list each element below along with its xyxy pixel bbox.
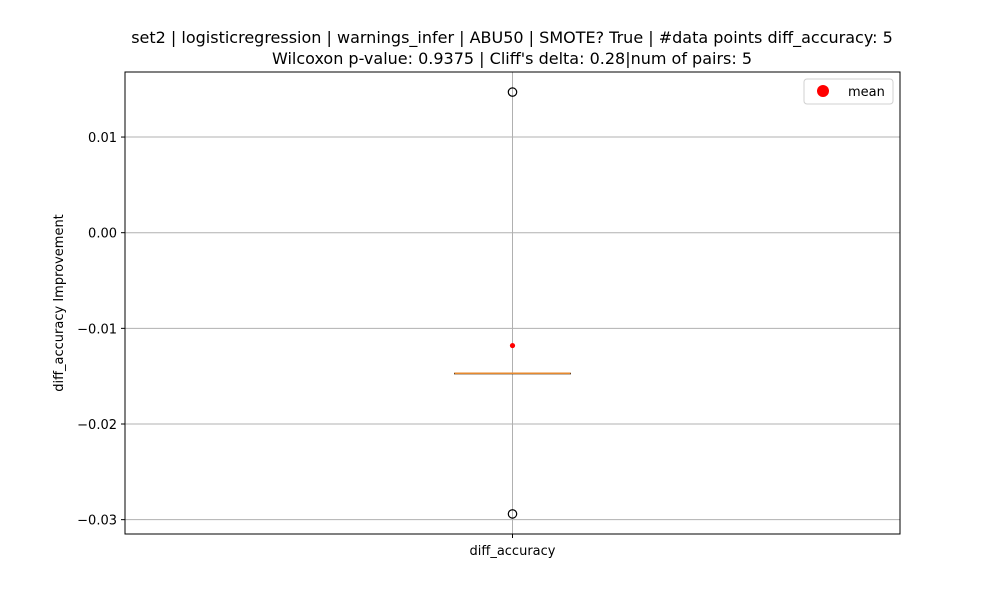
chart-title-line2: Wilcoxon p-value: 0.9375 | Cliff's delta… — [272, 49, 752, 68]
plot-frame — [124, 71, 901, 535]
legend-mean-marker — [817, 85, 829, 97]
chart-title-line1: set2 | logisticregression | warnings_inf… — [131, 28, 893, 48]
y-tick-label: 0.01 — [88, 131, 117, 146]
y-axis-label: diff_accuracy Improvement — [52, 214, 67, 392]
y-tick-label: −0.02 — [77, 418, 117, 433]
outlier-point — [507, 87, 518, 97]
mean-point — [509, 342, 516, 349]
legend-mean-label: mean — [848, 85, 885, 100]
grid — [125, 72, 900, 534]
y-tick-label: 0.00 — [88, 227, 117, 242]
y-tick-label: −0.03 — [77, 514, 117, 529]
y-axis-ticks: 0.01 0.00 −0.01 −0.02 −0.03 — [77, 131, 125, 529]
plot-marks — [454, 87, 571, 519]
outlier-point — [507, 509, 518, 519]
legend: mean — [803, 78, 894, 105]
y-tick-label: −0.01 — [77, 322, 117, 337]
x-tick-label: diff_accuracy — [470, 544, 556, 559]
legend-box — [803, 78, 894, 105]
x-axis-ticks: diff_accuracy — [470, 534, 556, 559]
